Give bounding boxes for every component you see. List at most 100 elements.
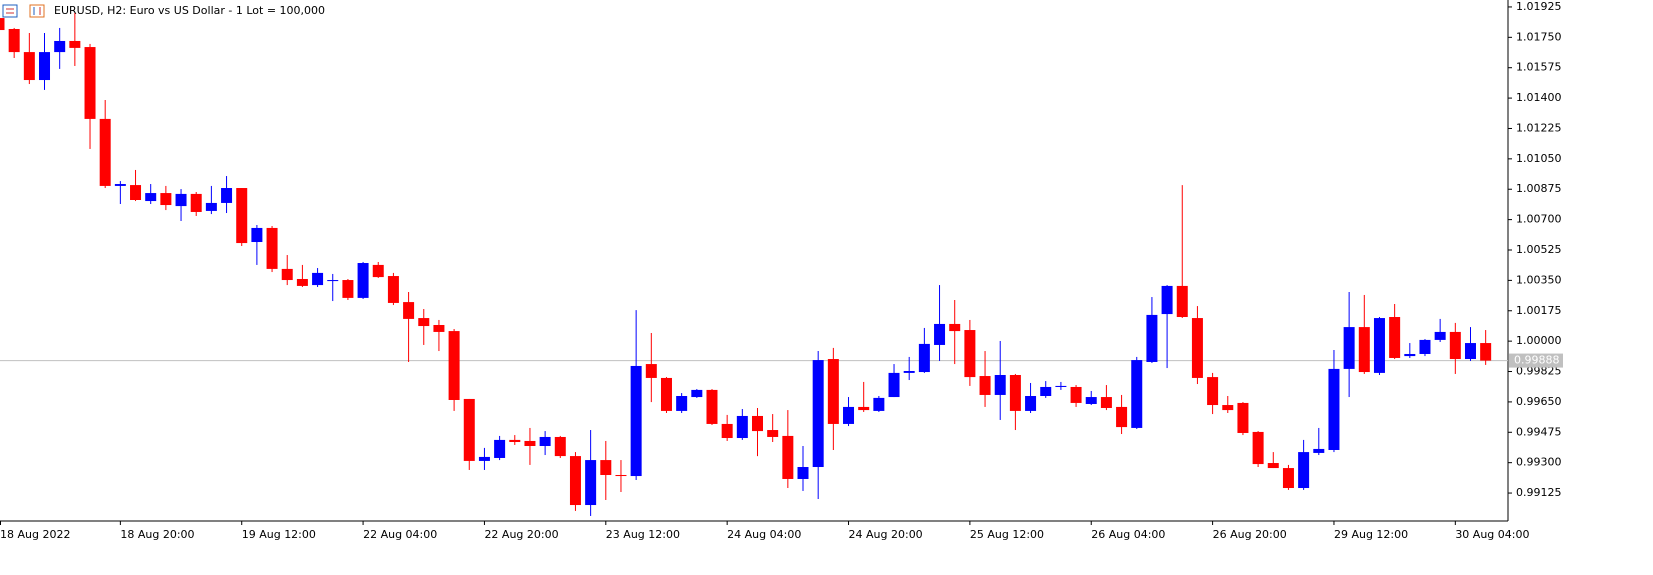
candle-body bbox=[387, 276, 399, 303]
candle-body bbox=[1070, 386, 1082, 403]
candle-body bbox=[175, 193, 187, 207]
candle-body bbox=[1222, 405, 1234, 411]
candle-body bbox=[327, 280, 339, 282]
candle-body bbox=[524, 440, 536, 447]
candle-body bbox=[1373, 318, 1385, 373]
candle-body bbox=[858, 406, 870, 411]
y-tick-label: 0.99300 bbox=[1516, 456, 1562, 469]
candle-body bbox=[1313, 448, 1325, 453]
candle-body bbox=[1100, 397, 1112, 408]
candle-body bbox=[281, 268, 293, 281]
candle-body bbox=[84, 47, 96, 119]
chart-title: EURUSD, H2: Euro vs US Dollar - 1 Lot = … bbox=[54, 4, 325, 17]
candle-body bbox=[312, 272, 324, 286]
y-tick-label: 1.00350 bbox=[1516, 273, 1562, 286]
candle-body bbox=[357, 263, 369, 298]
candle-body bbox=[494, 439, 506, 458]
chart-icon[interactable] bbox=[29, 4, 45, 18]
x-tick-label: 23 Aug 12:00 bbox=[606, 528, 680, 541]
candle-body bbox=[843, 406, 855, 424]
candle-body bbox=[752, 415, 763, 432]
candle-body bbox=[1055, 385, 1067, 387]
candle-body bbox=[1449, 331, 1461, 360]
candle-body bbox=[1176, 285, 1188, 318]
candle-body bbox=[782, 435, 794, 479]
x-tick-label: 29 Aug 12:00 bbox=[1334, 528, 1408, 541]
candle-body bbox=[630, 365, 642, 477]
candle-body bbox=[1116, 406, 1128, 428]
candle-body bbox=[797, 467, 809, 479]
x-tick-label: 22 Aug 04:00 bbox=[363, 528, 437, 541]
candle-body bbox=[1434, 331, 1446, 340]
candle-body bbox=[145, 193, 157, 202]
candle-body bbox=[1191, 318, 1203, 378]
candle-body bbox=[1464, 343, 1476, 360]
candle-body bbox=[873, 397, 885, 411]
candle-body bbox=[190, 193, 202, 212]
candle-body bbox=[767, 430, 779, 437]
candle-body bbox=[827, 359, 839, 424]
candle-body bbox=[236, 188, 248, 244]
candle-body bbox=[691, 389, 703, 398]
candle-body bbox=[1298, 452, 1310, 489]
x-tick-label: 24 Aug 04:00 bbox=[727, 528, 801, 541]
candle-body bbox=[1328, 368, 1340, 450]
candle-body bbox=[478, 456, 490, 461]
candle-body bbox=[918, 343, 930, 373]
candle-body bbox=[660, 377, 672, 411]
candle-body bbox=[509, 439, 521, 443]
candle-body bbox=[721, 423, 733, 439]
candle-body bbox=[1267, 463, 1279, 469]
candle-body bbox=[251, 227, 263, 243]
x-tick-label: 18 Aug 2022 bbox=[0, 528, 70, 541]
candle-body bbox=[39, 52, 51, 81]
candle-body bbox=[205, 202, 217, 211]
candle-body bbox=[1207, 377, 1219, 406]
candle-body bbox=[1389, 317, 1401, 358]
y-tick-label: 1.00875 bbox=[1516, 182, 1562, 195]
candle-body bbox=[342, 280, 354, 298]
y-tick-label: 1.00000 bbox=[1516, 334, 1562, 347]
candle-body bbox=[54, 40, 66, 53]
y-tick-label: 1.01750 bbox=[1516, 30, 1562, 43]
candle-body bbox=[812, 360, 824, 468]
candle-body bbox=[1419, 339, 1431, 354]
candle-body bbox=[1282, 468, 1294, 489]
x-tick-label: 19 Aug 12:00 bbox=[242, 528, 316, 541]
candle-body bbox=[1085, 397, 1097, 404]
y-tick-label: 0.99650 bbox=[1516, 395, 1562, 408]
candle-body bbox=[418, 318, 430, 327]
candle-body bbox=[130, 185, 142, 200]
y-tick-label: 1.00175 bbox=[1516, 304, 1562, 317]
candle-body bbox=[1343, 327, 1355, 369]
current-price-label: 0.99888 bbox=[1514, 354, 1560, 367]
list-icon[interactable] bbox=[2, 4, 18, 18]
candle-body bbox=[99, 118, 111, 186]
y-tick-label: 0.99825 bbox=[1516, 365, 1562, 378]
x-tick-label: 26 Aug 04:00 bbox=[1091, 528, 1165, 541]
y-tick-label: 0.99475 bbox=[1516, 425, 1562, 438]
candle-body bbox=[1252, 431, 1264, 465]
y-tick-label: 1.01925 bbox=[1516, 0, 1562, 13]
y-tick-label: 1.01575 bbox=[1516, 61, 1562, 74]
x-tick-label: 26 Aug 20:00 bbox=[1213, 528, 1287, 541]
candle-body bbox=[736, 415, 748, 439]
candle-body bbox=[448, 331, 460, 400]
candle-body bbox=[1161, 285, 1173, 315]
candle-body bbox=[676, 396, 688, 411]
candle-body bbox=[221, 188, 233, 203]
candle-body bbox=[160, 193, 172, 206]
candle-body bbox=[585, 460, 597, 506]
candle-body bbox=[372, 264, 384, 278]
candle-body bbox=[903, 371, 915, 373]
y-tick-label: 0.99125 bbox=[1516, 486, 1562, 499]
y-tick-label: 1.00525 bbox=[1516, 243, 1562, 256]
candle-body bbox=[266, 227, 278, 269]
candle-body bbox=[463, 398, 475, 461]
x-tick-label: 18 Aug 20:00 bbox=[120, 528, 194, 541]
candle-body bbox=[706, 389, 718, 424]
current-price-box bbox=[1509, 353, 1563, 368]
candle-body bbox=[615, 474, 627, 477]
candle-body bbox=[433, 324, 445, 332]
